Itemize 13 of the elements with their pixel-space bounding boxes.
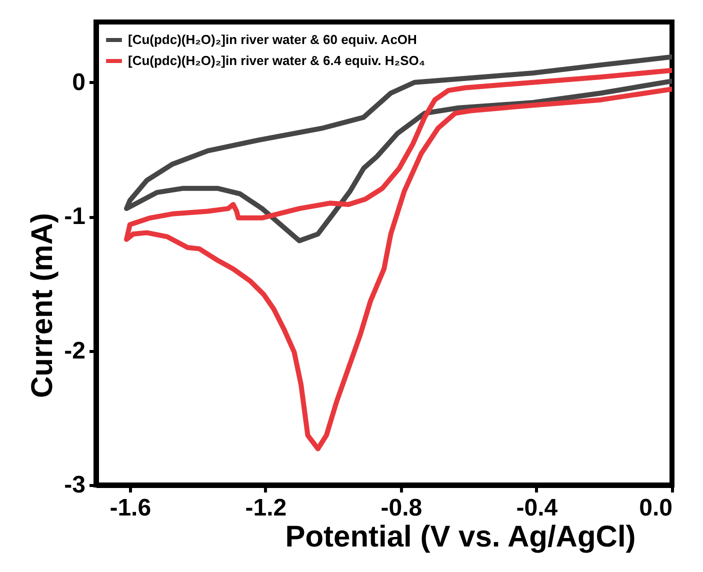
y-axis-title: Current (mA) — [26, 213, 60, 398]
x-tick-label: -1.6 — [110, 494, 152, 522]
legend-label: [Cu(pdc)(H₂O)₂]in river water & 60 equiv. AcOH — [128, 32, 417, 47]
x-tick-label: -1.2 — [245, 494, 287, 522]
y-tick-label: -3 — [64, 472, 86, 498]
x-tick-label: -0.8 — [380, 494, 422, 522]
y-tick-label: 0 — [72, 68, 86, 96]
y-tick-label: -2 — [64, 337, 86, 364]
x-tick-label: -0.4 — [516, 494, 558, 522]
x-axis-title: Potential (V vs. Ag/AgCl) — [285, 520, 636, 554]
legend-label: [Cu(pdc)(H₂O)₂]in river water & 6.4 equiv. H₂SO₄ — [128, 53, 426, 68]
x-tick-label: 0.0 — [639, 494, 672, 522]
y-tick-label: -1 — [64, 203, 86, 230]
